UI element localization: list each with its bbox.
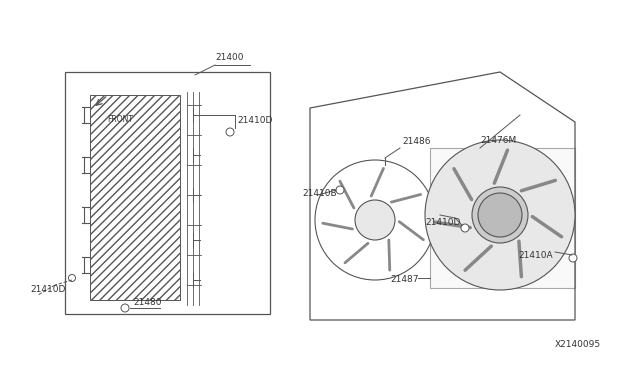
FancyArrowPatch shape bbox=[532, 217, 561, 237]
FancyArrowPatch shape bbox=[399, 222, 424, 240]
FancyBboxPatch shape bbox=[430, 148, 575, 288]
FancyArrowPatch shape bbox=[392, 195, 420, 202]
Circle shape bbox=[472, 187, 528, 243]
Circle shape bbox=[461, 224, 469, 232]
Bar bbox=[65, 72, 270, 314]
Text: 21487: 21487 bbox=[390, 276, 419, 285]
FancyArrowPatch shape bbox=[345, 243, 368, 263]
FancyArrowPatch shape bbox=[323, 223, 353, 229]
Text: 21410B: 21410B bbox=[302, 189, 337, 198]
FancyArrowPatch shape bbox=[435, 222, 470, 228]
Circle shape bbox=[355, 200, 395, 240]
Circle shape bbox=[425, 140, 575, 290]
Text: 21410D: 21410D bbox=[237, 115, 273, 125]
Circle shape bbox=[226, 128, 234, 136]
Circle shape bbox=[569, 254, 577, 262]
FancyArrowPatch shape bbox=[389, 240, 390, 270]
Text: 21486: 21486 bbox=[402, 137, 431, 146]
FancyArrowPatch shape bbox=[465, 246, 492, 270]
Text: 21480: 21480 bbox=[133, 298, 161, 307]
Text: 21410A: 21410A bbox=[518, 250, 552, 260]
Text: X2140095: X2140095 bbox=[555, 340, 601, 349]
FancyArrowPatch shape bbox=[519, 241, 522, 277]
Bar bbox=[90, 95, 180, 300]
Text: 21410D: 21410D bbox=[425, 218, 460, 227]
Circle shape bbox=[121, 304, 129, 312]
Circle shape bbox=[478, 193, 522, 237]
Text: FRONT: FRONT bbox=[107, 115, 133, 124]
FancyArrowPatch shape bbox=[371, 169, 383, 196]
FancyArrowPatch shape bbox=[454, 169, 472, 199]
FancyArrowPatch shape bbox=[522, 180, 556, 191]
Text: 21476M: 21476M bbox=[480, 136, 516, 145]
FancyArrowPatch shape bbox=[340, 181, 354, 208]
Text: 21410D: 21410D bbox=[30, 285, 65, 295]
Text: 21400: 21400 bbox=[215, 53, 243, 62]
Circle shape bbox=[68, 275, 76, 282]
FancyArrowPatch shape bbox=[494, 150, 508, 183]
Circle shape bbox=[336, 186, 344, 194]
